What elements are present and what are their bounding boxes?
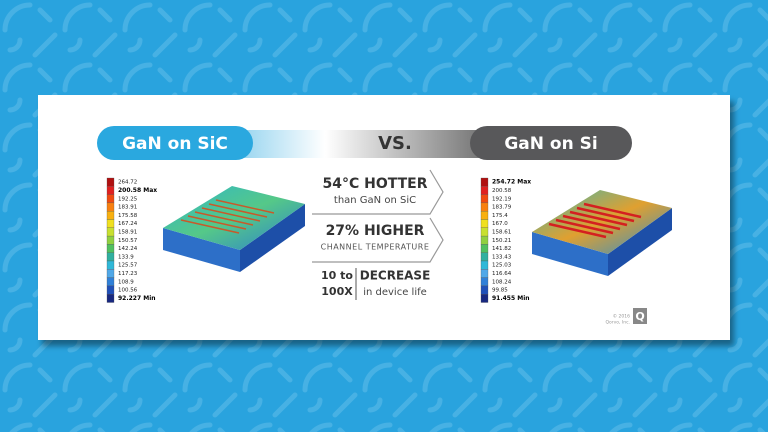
legend-label: 167.0	[492, 221, 508, 227]
legend-label: 158.91	[118, 230, 137, 236]
legend-label: 141.82	[492, 246, 511, 252]
legend-swatch	[106, 202, 115, 212]
legend-label: 125.03	[492, 263, 512, 269]
legend-swatch	[106, 235, 115, 245]
legend-label: 192.25	[118, 196, 138, 202]
legend-swatch	[106, 277, 115, 287]
legend-label: 125.57	[118, 263, 138, 269]
legend-label: 150.21	[492, 238, 511, 244]
legend-swatch	[480, 252, 489, 262]
legend-swatch	[106, 294, 115, 303]
right-pill	[470, 126, 632, 160]
fact-range-top: 10 to	[321, 269, 353, 282]
legend-label: 264.72	[118, 180, 137, 186]
legend-label: 150.57	[118, 238, 138, 244]
legend-swatch	[106, 285, 115, 295]
legend-swatch	[106, 244, 115, 253]
legend-swatch	[480, 244, 489, 253]
legend-swatch	[106, 219, 115, 228]
fact-headline: 54°C HOTTER	[322, 176, 427, 192]
legend-swatch	[480, 211, 489, 220]
legend-swatch	[480, 235, 489, 245]
legend-label: 142.24	[118, 246, 138, 252]
legend-label: 108.24	[492, 279, 512, 285]
legend-label: 116.64	[492, 271, 512, 277]
legend-label: 200.58 Max	[118, 187, 157, 194]
legend-label: 100.56	[118, 288, 138, 294]
legend-swatch	[106, 260, 115, 270]
copyright: © 2016	[613, 313, 631, 320]
legend-swatch	[106, 186, 115, 195]
left-block	[163, 186, 305, 272]
vs-label: VS.	[378, 133, 412, 154]
legend-label: 117.23	[118, 271, 138, 277]
legend-label: 91.455 Min	[492, 295, 530, 302]
right-block	[532, 190, 672, 276]
legend-swatch	[106, 269, 115, 278]
fact-detail: than GaN on SiC	[334, 195, 416, 206]
legend-swatch	[106, 227, 115, 237]
legend-swatch	[480, 277, 489, 287]
legend-swatch	[480, 260, 489, 270]
legend-label: 92.227 Min	[118, 295, 156, 302]
left-label: GaN on SiC	[122, 134, 228, 154]
legend-swatch	[480, 285, 489, 295]
legend-swatch	[106, 211, 115, 220]
legend-swatch	[106, 252, 115, 262]
legend-swatch	[480, 294, 489, 303]
legend-swatch	[480, 177, 489, 187]
legend-swatch	[480, 227, 489, 237]
legend-label: 108.9	[118, 279, 134, 285]
copyright: Qorvo, Inc.	[605, 320, 630, 326]
legend-swatch	[480, 194, 489, 204]
fact-range-bottom: 100X	[321, 285, 353, 298]
left-pill	[97, 126, 253, 160]
right-label: GaN on Si	[504, 134, 597, 154]
fact-headline: DECREASE	[360, 269, 431, 283]
legend-swatch	[480, 202, 489, 212]
legend-label: 175.58	[118, 213, 138, 219]
legend-label: 183.91	[118, 205, 137, 211]
legend-label: 192.19	[492, 196, 512, 202]
logo-box	[633, 308, 647, 324]
legend-label: 133.9	[118, 254, 134, 260]
legend-swatch	[480, 219, 489, 228]
fact-headline: 27% HIGHER	[326, 223, 425, 239]
legend-swatch	[480, 186, 489, 195]
legend-label: 158.61	[492, 230, 511, 236]
legend-label: 183.79	[492, 205, 512, 211]
legend-label: 167.24	[118, 221, 138, 227]
legend-label: 175.4	[492, 213, 508, 219]
legend-swatch	[106, 194, 115, 204]
legend-label: 99.85	[492, 288, 508, 294]
fact-detail: in device life	[363, 287, 427, 298]
legend-label: 133.43	[492, 254, 512, 260]
fact-dividers	[312, 169, 444, 263]
legend-swatch	[106, 177, 115, 187]
logo: Q	[635, 310, 644, 323]
legend-label: 200.58	[492, 188, 512, 194]
fact-detail: CHANNEL TEMPERATURE	[321, 243, 430, 252]
legend-swatch	[480, 269, 489, 278]
legend-label: 254.72 Max	[492, 179, 531, 186]
